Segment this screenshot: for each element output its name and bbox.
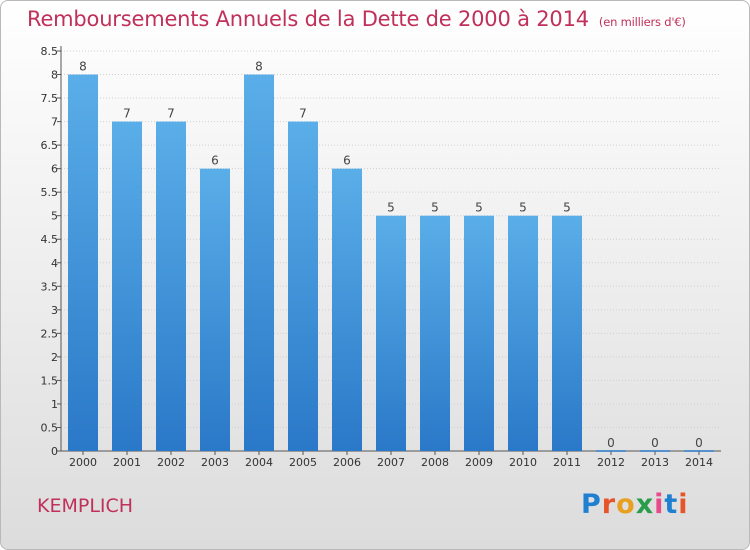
bar-2000 <box>68 74 98 451</box>
x-tick-label: 2001 <box>113 456 141 469</box>
x-tick-label: 2014 <box>685 456 713 469</box>
value-label: 7 <box>123 107 131 121</box>
value-label: 7 <box>299 107 307 121</box>
y-tick-label: 7 <box>51 116 58 129</box>
x-tick-label: 2012 <box>597 456 625 469</box>
value-label: 5 <box>431 201 439 215</box>
value-label: 5 <box>519 201 527 215</box>
value-label: 0 <box>695 436 703 450</box>
bar-2008 <box>420 215 450 451</box>
value-label: 5 <box>475 201 483 215</box>
logo-letter: o <box>616 489 636 520</box>
value-label: 6 <box>343 154 351 168</box>
y-tick-label: 0 <box>51 445 58 458</box>
x-tick-label: 2005 <box>289 456 317 469</box>
x-tick-label: 2004 <box>245 456 273 469</box>
commune-name: KEMPLICH <box>37 495 134 517</box>
proxiti-logo: Proxiti <box>581 489 689 520</box>
chart-title-text: Remboursements Annuels de la Dette de 20… <box>27 7 589 31</box>
y-tick-label: 1.5 <box>41 374 59 387</box>
x-tick-label: 2006 <box>333 456 361 469</box>
logo-letter: i <box>678 489 689 520</box>
logo-letter: x <box>635 489 655 520</box>
x-tick-label: 2010 <box>509 456 537 469</box>
logo-letter: i <box>654 489 665 520</box>
bar-2009 <box>464 215 494 451</box>
chart-title: Remboursements Annuels de la Dette de 20… <box>27 7 686 31</box>
y-tick-label: 2 <box>51 351 58 364</box>
y-tick-label: 0.5 <box>41 421 59 434</box>
y-tick-label: 1 <box>51 398 58 411</box>
bars <box>68 74 714 452</box>
y-tick-label: 5 <box>51 210 58 223</box>
bar-2001 <box>112 121 142 452</box>
y-tick-label: 4 <box>51 257 58 270</box>
bar-2002 <box>156 121 186 452</box>
x-tick-label: 2002 <box>157 456 185 469</box>
value-label: 8 <box>79 60 87 74</box>
value-label: 0 <box>607 436 615 450</box>
y-tick-label: 8 <box>51 69 58 82</box>
x-tick-label: 2013 <box>641 456 669 469</box>
logo-letter: r <box>601 489 617 520</box>
bar-2005 <box>288 121 318 452</box>
x-tick-label: 2009 <box>465 456 493 469</box>
y-tick-label: 7.5 <box>41 92 59 105</box>
y-tick-label: 2.5 <box>41 327 59 340</box>
x-tick-label: 2011 <box>553 456 581 469</box>
y-tick-label: 6 <box>51 163 58 176</box>
y-tick-label: 4.5 <box>41 233 59 246</box>
value-label: 5 <box>387 201 395 215</box>
bar-2004 <box>244 74 274 451</box>
x-tick-label: 2007 <box>377 456 405 469</box>
bar-2006 <box>332 168 362 451</box>
x-tick-label: 2000 <box>69 456 97 469</box>
y-tick-label: 3.5 <box>41 280 59 293</box>
chart-unit: (en milliers d'€) <box>598 15 686 29</box>
y-tick-label: 6.5 <box>41 139 59 152</box>
bar-2007 <box>376 215 406 451</box>
bar-2003 <box>200 168 230 451</box>
bar-2010 <box>508 215 538 451</box>
x-tick-label: 2008 <box>421 456 449 469</box>
value-label: 0 <box>651 436 659 450</box>
y-tick-label: 5.5 <box>41 186 59 199</box>
value-label: 7 <box>167 107 175 121</box>
y-tick-label: 3 <box>51 304 58 317</box>
value-label: 5 <box>563 201 571 215</box>
y-tick-label: 8.5 <box>41 45 59 58</box>
x-tick-label: 2003 <box>201 456 229 469</box>
logo-letter: P <box>581 489 602 520</box>
logo-letter: t <box>664 489 679 520</box>
labels: 8 2000 7 2001 7 2002 6 2003 8 2004 7 2005 6 2006 5 2007… <box>69 60 713 469</box>
bar-2011 <box>552 215 582 451</box>
value-label: 8 <box>255 60 263 74</box>
value-label: 6 <box>211 154 219 168</box>
